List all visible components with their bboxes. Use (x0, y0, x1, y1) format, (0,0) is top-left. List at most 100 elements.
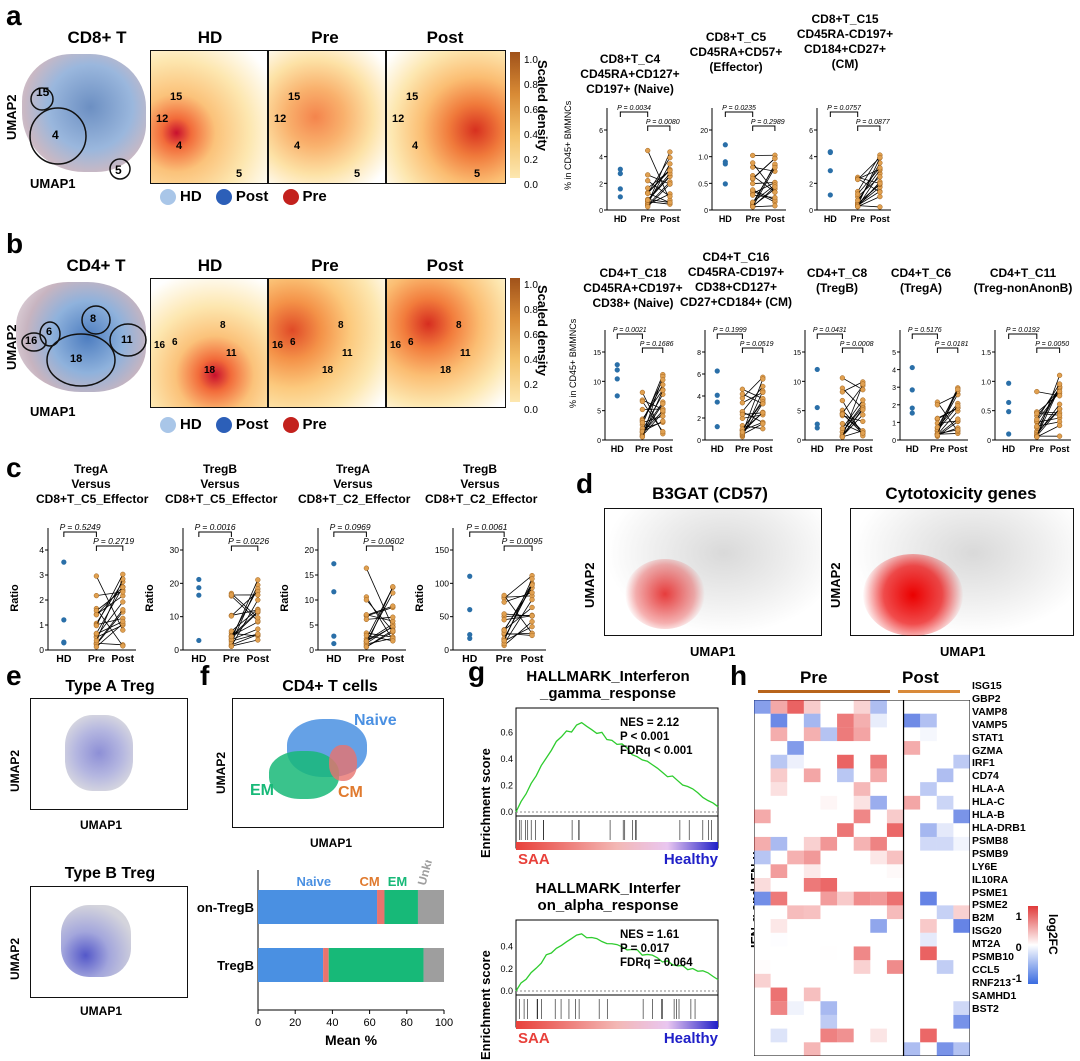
x-tick-label: Pre (930, 444, 945, 454)
p-bracket-pre-post (752, 125, 776, 131)
pre-dot (363, 612, 370, 618)
p-bracket-hd-pre (616, 333, 643, 339)
hd-dot (714, 424, 720, 430)
y-tick-label: 0 (704, 208, 708, 215)
umap-title-post: Post (426, 28, 464, 47)
panel-label-b: b (6, 228, 24, 259)
hd-dot (909, 410, 915, 416)
heatmap-cell (936, 960, 954, 974)
paired-line (937, 418, 959, 436)
paired-line (231, 639, 258, 647)
bar-segment-cm (323, 948, 329, 982)
pre-dot (645, 172, 651, 178)
pre-dot (639, 398, 646, 405)
gsea-stat: FDRq = 0.064 (620, 957, 693, 969)
heatmap-cell (820, 1001, 838, 1015)
heatmap-cell (936, 836, 954, 851)
hd-dot (827, 192, 833, 198)
pre-dot (750, 152, 756, 159)
y-axis-label: Ratio (145, 584, 156, 612)
hd-dot (714, 368, 720, 374)
pre-dot (839, 411, 846, 417)
e-umap2-label-a: UMAP2 (8, 749, 22, 792)
paired-line (842, 381, 863, 393)
paired-line (742, 402, 764, 436)
heatmap-cell (953, 754, 970, 769)
paired-line (504, 615, 533, 621)
heatmap-cell (770, 836, 788, 851)
x-tick-label: HD (614, 214, 627, 224)
heatmap-cell (787, 850, 804, 865)
cd4-pre-label-11: 11 (342, 348, 353, 359)
p-value-pre-post: P = 0.0226 (228, 536, 269, 546)
heatmap-cell (770, 891, 788, 906)
post-dot (955, 416, 961, 422)
b-dot-title-1: CD4+T_C18 CD45RA+CD197+ CD38+ (Naive) (583, 266, 683, 310)
post-dot (760, 376, 766, 382)
cd8-pre-label-12: 12 (274, 113, 287, 125)
heatmap-cell (886, 960, 904, 974)
bar-header-unknown: Unknown (415, 860, 442, 887)
post-dot (255, 577, 261, 583)
heatmap-cell (787, 741, 804, 755)
f-umap1-label: UMAP1 (310, 836, 353, 850)
paired-line (752, 162, 776, 193)
y-tick-label: 5 (597, 409, 601, 416)
pre-dot (228, 592, 235, 598)
y-tick-label: 30 (170, 545, 180, 555)
cd4-pre-label-8: 8 (338, 320, 344, 331)
y-axis-label: Ratio (10, 584, 21, 612)
paired-line (366, 616, 393, 620)
post-dot (120, 571, 126, 577)
b-dotplot-c11: 0 0.5 1.0 1.5 HD Pre Post P = 0.0192 P = 0.0050 (981, 327, 1071, 454)
heatmap-cell (903, 795, 921, 810)
gene-label: IRF1 (972, 757, 995, 770)
f-cluster-cm (329, 745, 357, 781)
d-umap1-label-2: UMAP1 (940, 644, 986, 659)
post-dot (255, 637, 261, 643)
heatmap-cell (920, 727, 937, 742)
post-dot (667, 193, 673, 200)
cd4-post-label-8: 8 (456, 320, 462, 331)
p-value-pre-post: P = 0.1686 (640, 341, 674, 348)
post-dot (255, 608, 261, 615)
bar-x-tick-label: 60 (363, 1017, 375, 1029)
gsea-y-tick: 0.4 (500, 942, 513, 952)
paired-line (503, 621, 533, 646)
p-bracket-pre-post (95, 545, 124, 551)
paired-line (857, 157, 881, 180)
y-tick-label: 1.0 (981, 379, 991, 386)
heatmap-cell (853, 795, 871, 810)
d-title-1: B3GAT (CD57) (652, 484, 768, 503)
d-b3gat-expression (625, 559, 705, 629)
cd4-umap1-label: UMAP1 (30, 404, 76, 419)
hd-dot (331, 589, 337, 595)
a-dot-title-3: CD8+T_C15 CD45RA-CD197+ CD184+CD27+ (CM) (796, 12, 894, 71)
hd-dot (614, 367, 620, 373)
y-tick-label: 15 (793, 350, 801, 357)
y-tick-label: 0 (797, 438, 801, 445)
paired-line (231, 579, 259, 640)
bar-header-label: EM (388, 874, 408, 889)
cd4-hd-label-16: 16 (154, 340, 166, 351)
heatmap-cell (920, 768, 937, 782)
heatmap-cell (853, 891, 871, 906)
heatmap-cell (953, 905, 970, 920)
hd-dot (467, 573, 473, 579)
heatmap-cell (920, 932, 937, 947)
heatmap-cell (820, 727, 838, 742)
cd4-density-pre (268, 278, 386, 408)
paired-line (742, 425, 763, 430)
hd-dot (196, 576, 202, 583)
hd-dot (196, 592, 202, 598)
d-umap1-label-1: UMAP1 (690, 644, 736, 659)
y-tick-label: 2 (599, 181, 603, 188)
b-dot-title-5: CD4+T_C11 (Treg-nonAnonB) (973, 266, 1073, 295)
hd-dot (714, 399, 720, 405)
p-bracket-hd-pre (911, 333, 938, 339)
x-tick-label: HD (711, 444, 724, 454)
post-dot (1056, 433, 1063, 439)
x-tick-label: Post (381, 653, 404, 665)
post-dot (529, 618, 535, 625)
hd-dot (617, 194, 623, 200)
